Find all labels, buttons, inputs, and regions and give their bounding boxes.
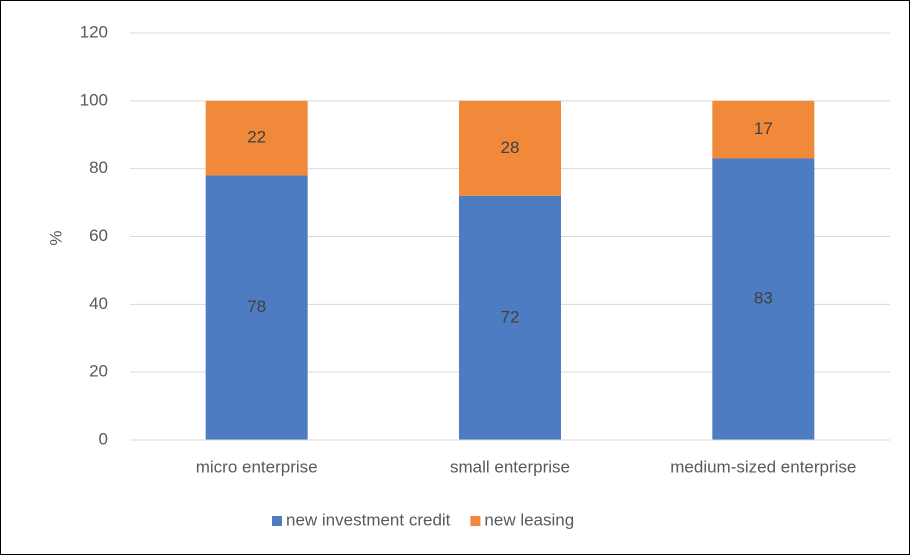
y-tick-label: 0 (99, 429, 108, 448)
legend-swatch (272, 516, 282, 526)
legend-label: new leasing (484, 510, 574, 529)
legend-label: new investment credit (286, 510, 451, 529)
data-label: 72 (501, 307, 520, 326)
y-tick-label: 60 (89, 226, 108, 245)
data-label: 22 (247, 128, 266, 147)
x-tick-label: small enterprise (450, 457, 570, 476)
bar-segment (712, 100, 815, 159)
bar-segment (205, 100, 308, 176)
bar-segment (459, 195, 561, 440)
y-tick-label: 100 (80, 90, 108, 109)
y-tick-label: 20 (89, 362, 108, 381)
y-tick-label: 40 (89, 294, 108, 313)
legend-swatch (470, 516, 481, 526)
data-label: 83 (754, 289, 773, 308)
data-label: 17 (754, 119, 773, 138)
bar-segment (712, 158, 815, 440)
bar-segment (459, 100, 561, 196)
y-tick-label: 80 (89, 158, 108, 177)
data-label: 78 (247, 297, 266, 316)
x-tick-label: medium-sized enterprise (670, 457, 856, 476)
x-tick-label: micro enterprise (196, 457, 318, 476)
bar-segment (205, 175, 308, 440)
y-axis-label: % (46, 230, 65, 245)
data-label: 28 (501, 138, 520, 157)
y-tick-label: 120 (80, 22, 108, 41)
